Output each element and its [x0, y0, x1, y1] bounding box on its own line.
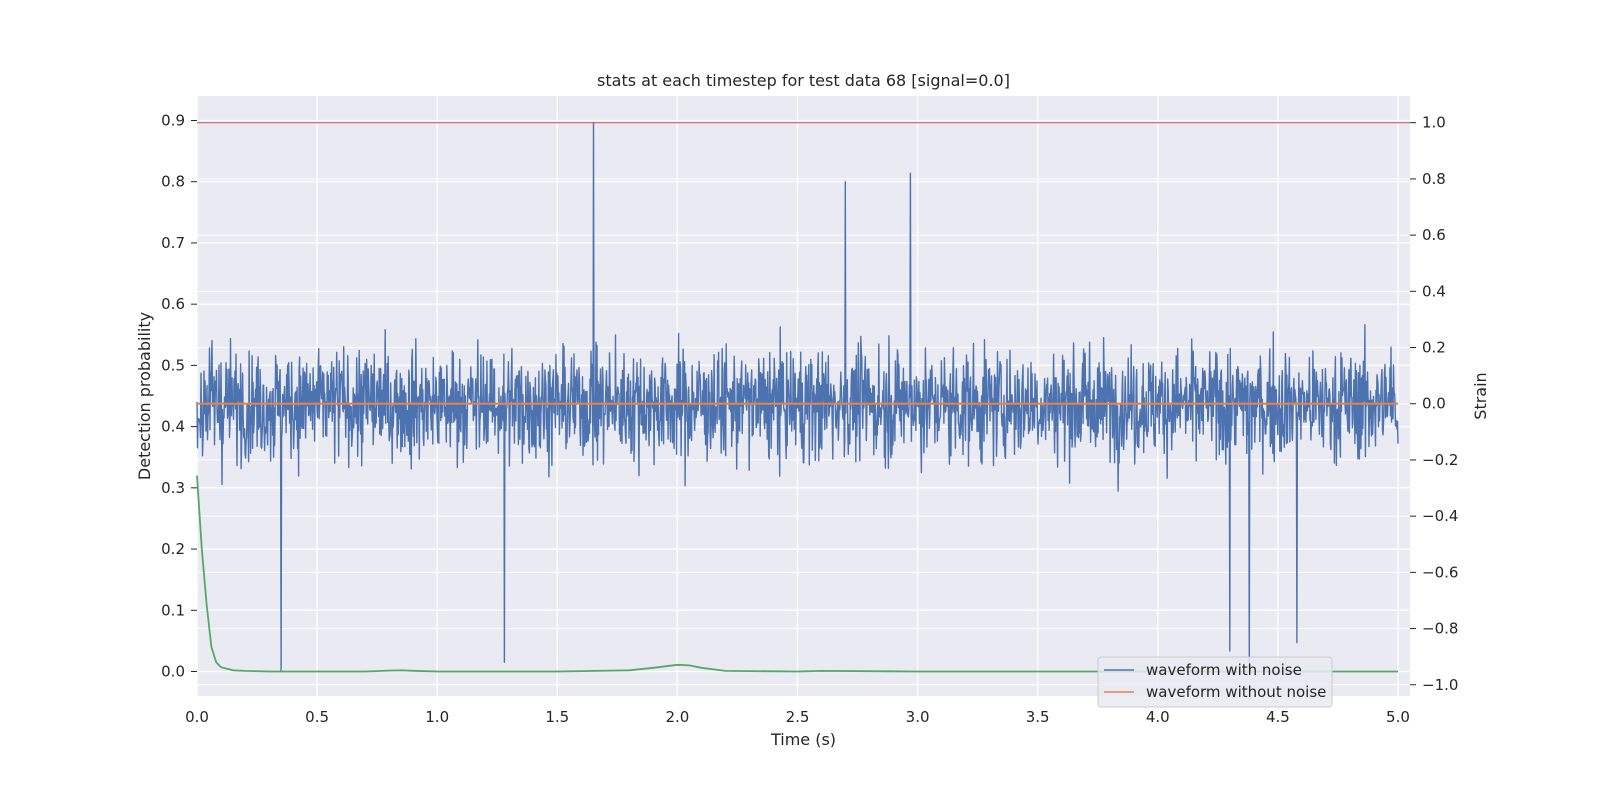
x-tick-label: 2.0	[665, 708, 689, 726]
y-tick-label: 0.7	[161, 234, 185, 252]
y-right-tick-label: −0.2	[1422, 451, 1458, 469]
y-axis-ticks: 0.0 0.1 0.2 0.3 0.4 0.5 0.6 0.7 0.8 0.9	[161, 111, 197, 681]
y-right-tick-label: −1.0	[1422, 676, 1458, 694]
y-right-tick-label: 0.8	[1422, 170, 1446, 188]
y-axis-label: Detection probability	[135, 312, 154, 480]
x-tick-label: 2.5	[786, 708, 810, 726]
y-right-tick-label: 0.2	[1422, 339, 1446, 357]
y-tick-label: 0.9	[161, 111, 185, 129]
x-tick-label: 0.0	[185, 708, 209, 726]
y-tick-label: 0.3	[161, 479, 185, 497]
y-right-tick-label: −0.4	[1422, 507, 1458, 525]
y-tick-label: 0.1	[161, 601, 185, 619]
legend: waveform with noise waveform without noi…	[1097, 656, 1333, 708]
y-tick-label: 0.8	[161, 173, 185, 191]
x-tick-label: 1.0	[425, 708, 449, 726]
x-axis-label: Time (s)	[770, 730, 836, 749]
y-right-tick-label: 0.0	[1422, 395, 1446, 413]
x-tick-label: 3.5	[1026, 708, 1050, 726]
legend-entry-waveform-with-noise: waveform with noise	[1146, 661, 1302, 679]
y-tick-label: 0.0	[161, 663, 185, 681]
chart-title: stats at each timestep for test data 68 …	[597, 71, 1010, 90]
x-tick-label: 4.0	[1146, 708, 1170, 726]
y-tick-label: 0.4	[161, 418, 185, 436]
x-tick-label: 5.0	[1386, 708, 1410, 726]
series-detection-probability	[196, 475, 1398, 673]
y-right-tick-label: 0.4	[1422, 282, 1446, 300]
series-layer	[196, 121, 1410, 673]
y-right-tick-label: 1.0	[1422, 114, 1446, 132]
y-right-tick-label: −0.6	[1422, 563, 1458, 581]
y-right-tick-label: 0.6	[1422, 226, 1446, 244]
x-axis-ticks: 0.0 0.5 1.0 1.5 2.0 2.5 3.0 3.5 4.0 4.5 5.0	[185, 708, 1410, 726]
y-tick-label: 0.5	[161, 356, 185, 374]
y-tick-label: 0.2	[161, 540, 185, 558]
x-tick-label: 1.5	[545, 708, 569, 726]
y-right-tick-label: −0.8	[1422, 620, 1458, 638]
x-tick-label: 4.5	[1266, 708, 1290, 726]
legend-box	[1097, 656, 1333, 708]
y-axis-right-ticks: 1.0 0.8 0.6 0.4 0.2 0.0 −0.2 −0.4 −0.6 −0.8 −1.0	[1410, 114, 1458, 694]
y-tick-label: 0.6	[161, 295, 185, 313]
y-axis-right-label: Strain	[1471, 372, 1490, 419]
legend-entry-waveform-without-noise: waveform without noise	[1146, 683, 1326, 701]
x-tick-label: 0.5	[305, 708, 329, 726]
x-tick-label: 3.0	[906, 708, 930, 726]
